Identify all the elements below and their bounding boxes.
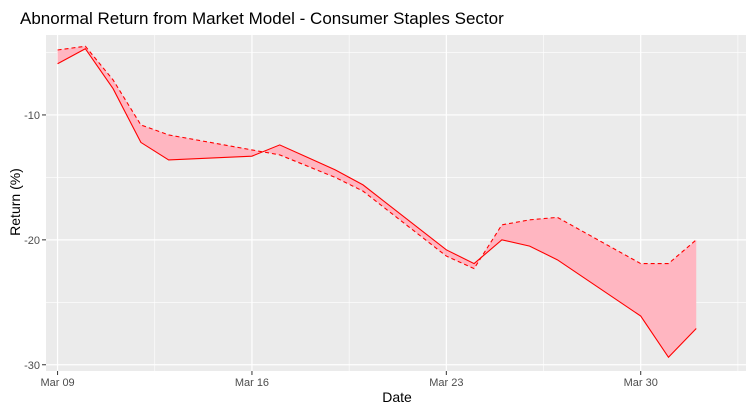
series-line-solid [57, 48, 697, 359]
y-axis: -10 -20 -30 [24, 110, 46, 372]
series-line-dashed [57, 45, 697, 270]
panel-background [46, 35, 746, 371]
plot-panel [46, 35, 746, 371]
x-axis-title: Date [382, 389, 412, 405]
y-tick-label: -30 [24, 360, 40, 372]
abnormal-return-ribbon [57, 46, 697, 358]
chart-title: Abnormal Return from Market Model - Cons… [20, 9, 504, 28]
x-tick-label: Mar 30 [624, 377, 658, 389]
y-tick-label: -10 [24, 110, 40, 122]
y-axis-title: Return (%) [7, 168, 23, 236]
x-axis: Mar 09 Mar 16 Mar 23 Mar 30 [40, 371, 658, 389]
x-tick-label: Mar 09 [40, 377, 74, 389]
x-tick-label: Mar 23 [429, 377, 463, 389]
y-tick-label: -20 [24, 235, 40, 247]
x-tick-label: Mar 16 [235, 377, 269, 389]
